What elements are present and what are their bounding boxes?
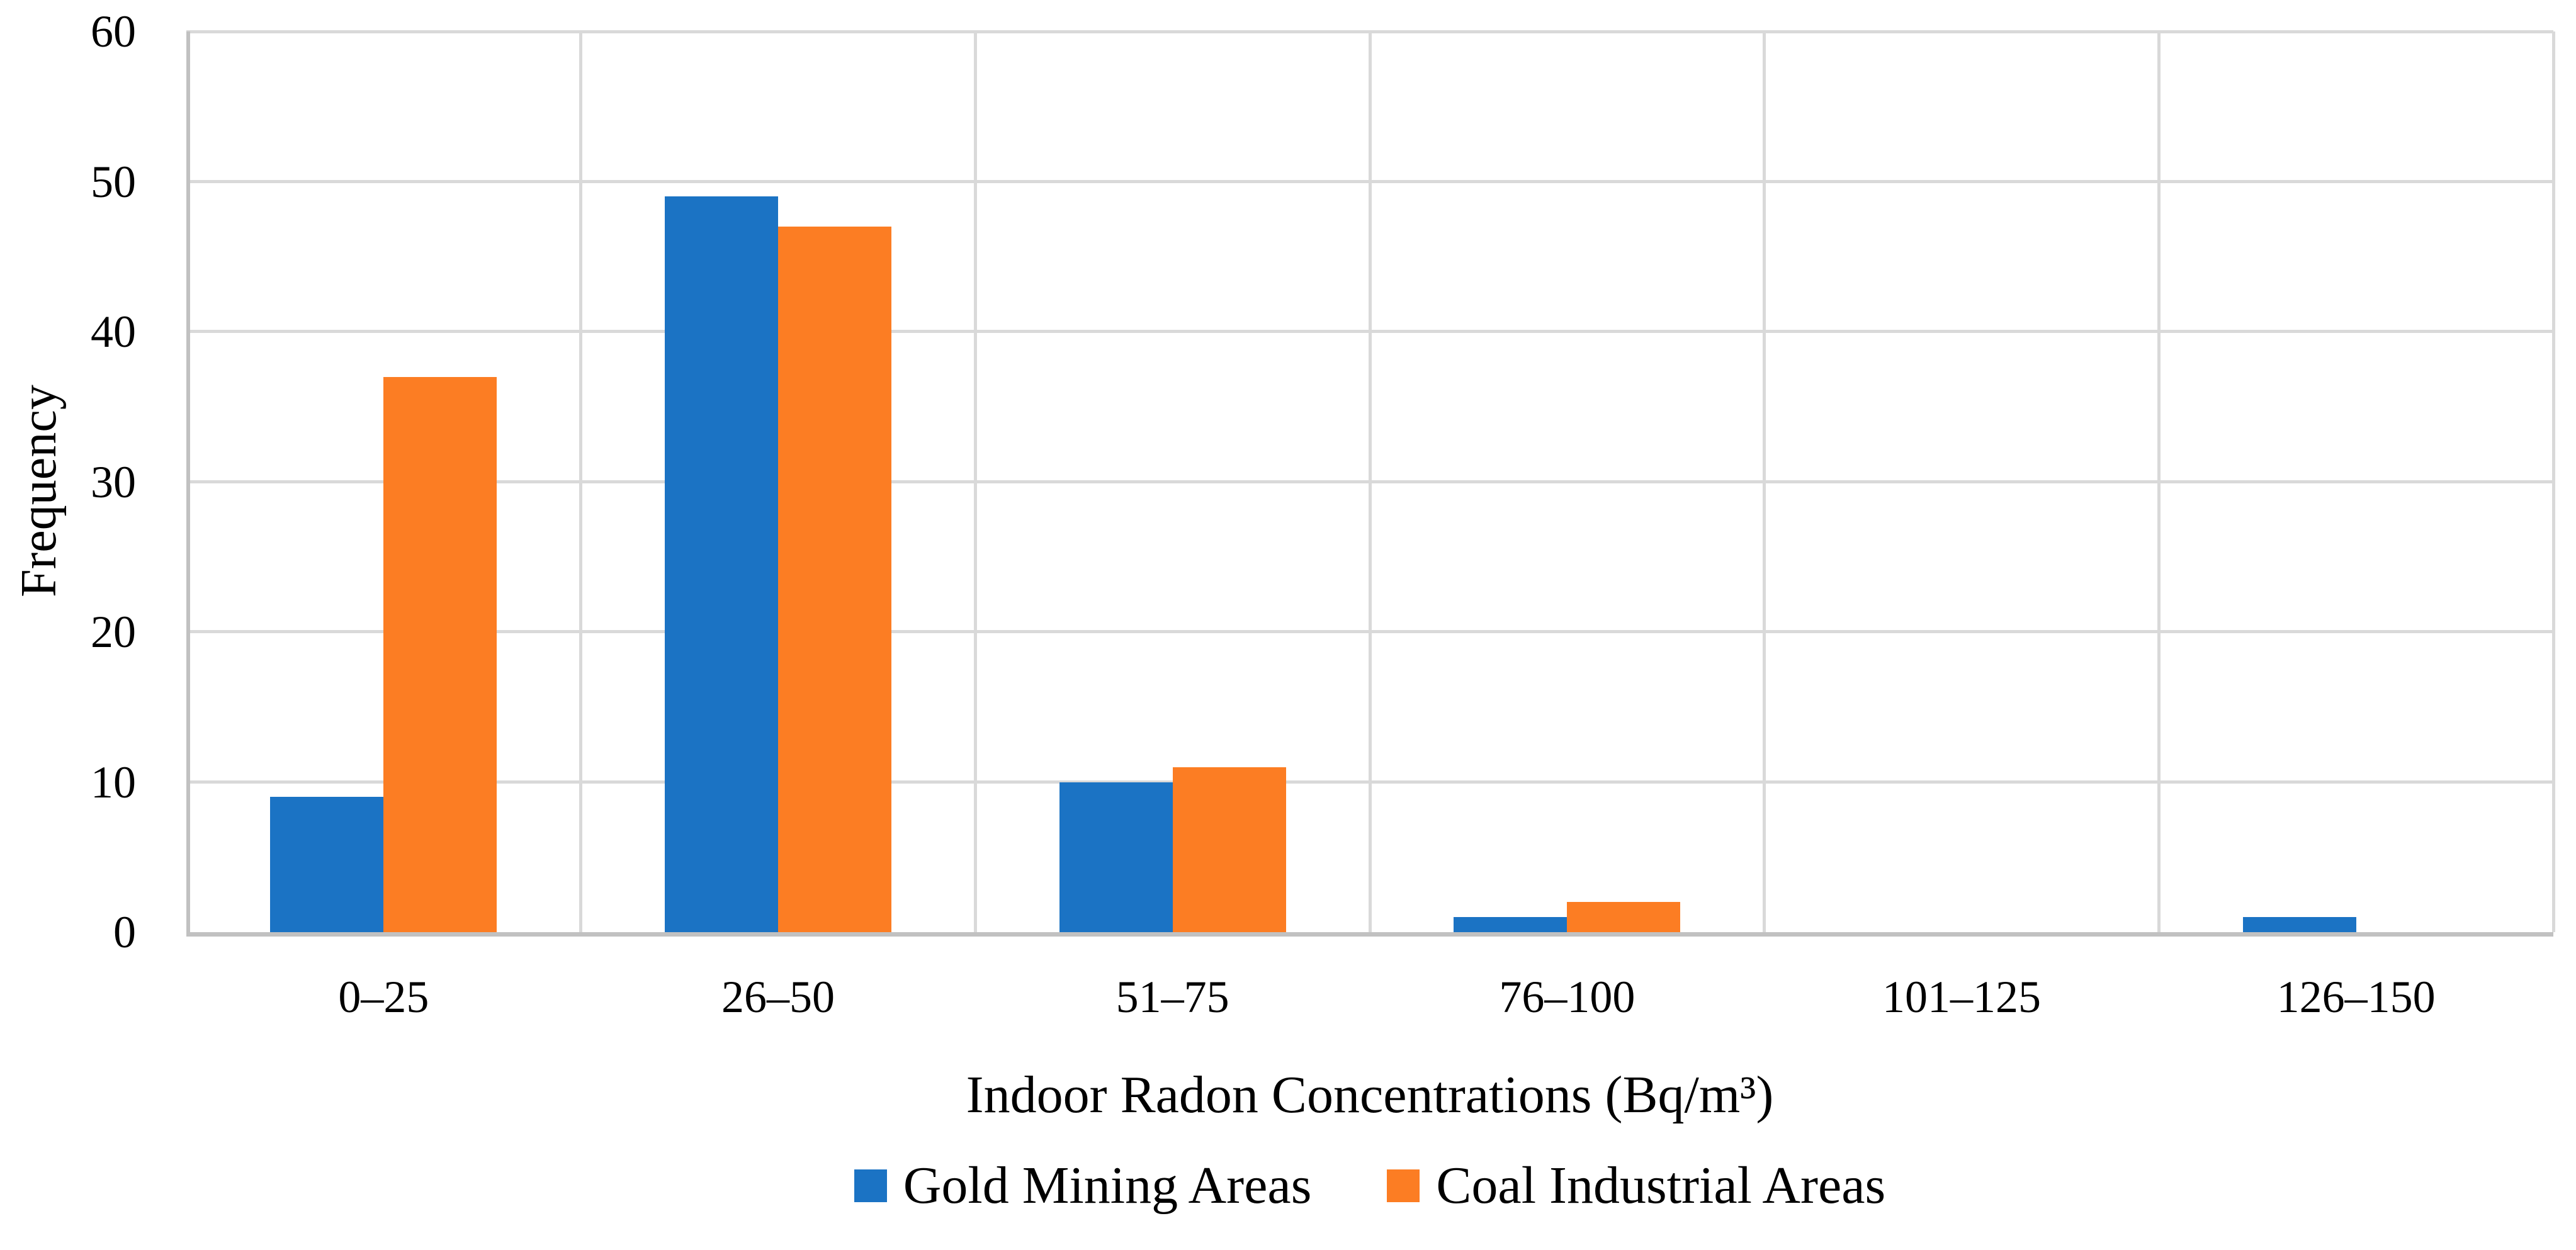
bar-series1-cat2 [1172, 767, 1286, 932]
y-tick-label-0: 0 [113, 907, 136, 957]
y-tick-label-30: 30 [91, 456, 136, 507]
legend-item-0: Gold Mining Areas [854, 1156, 1312, 1215]
x-tick-label: 126–150 [2276, 972, 2436, 1022]
x-tick-label: 51–75 [1116, 972, 1229, 1022]
legend: Gold Mining Areas Coal Industrial Areas [186, 1159, 2553, 1212]
legend-label: Coal Industrial Areas [1436, 1156, 1886, 1215]
legend-swatch-icon [854, 1169, 887, 1202]
gridline-vertical-2 [973, 31, 977, 932]
x-tick-label: 26–50 [721, 972, 835, 1022]
bar-group-1 [581, 31, 976, 932]
y-axis-tick-labels: 0 10 20 30 40 50 60 [0, 9, 136, 955]
plot-area [186, 30, 2555, 937]
y-tick-label-20: 20 [91, 607, 136, 657]
legend-item-1: Coal Industrial Areas [1387, 1159, 1885, 1212]
y-tick-label-40: 40 [91, 307, 136, 357]
bar-group-5 [2159, 31, 2553, 932]
y-tick-label-60: 60 [91, 6, 136, 57]
legend-swatch-icon [1387, 1169, 1420, 1202]
y-tick-label-50: 50 [91, 156, 136, 207]
bar-series0-cat1 [665, 196, 778, 932]
bar-group-2 [975, 31, 1370, 932]
gridline-vertical-5 [2157, 31, 2161, 932]
bar-series0-cat2 [1059, 782, 1173, 932]
gridline-vertical-4 [1763, 31, 1766, 932]
x-tick-label: 101–125 [1882, 972, 2041, 1022]
bar-series1-cat0 [383, 376, 497, 932]
bar-group-0 [186, 31, 581, 932]
x-tick-label: 0–25 [338, 972, 429, 1022]
gridline-vertical-1 [579, 31, 583, 932]
bar-group-3 [1370, 31, 1765, 932]
gridline-vertical-6 [2551, 31, 2555, 932]
x-axis-line [186, 932, 2553, 937]
x-tick-label: 76–100 [1499, 972, 1635, 1022]
bar-series1-cat3 [1567, 902, 1681, 932]
bar-series1-cat1 [777, 227, 891, 932]
bar-group-4 [1765, 31, 2159, 932]
y-axis-line [186, 31, 190, 937]
bar-series0-cat3 [1454, 917, 1568, 932]
bar-series0-cat5 [2242, 917, 2356, 932]
gridline-vertical-3 [1368, 31, 1372, 932]
x-axis-title: Indoor Radon Concentrations (Bq/m³) [966, 1066, 1774, 1124]
x-axis-tick-labels: 0–25 26–50 51–75 76–100 101–125 126–150 [186, 974, 2553, 1037]
y-tick-label-10: 10 [91, 757, 136, 808]
legend-label: Gold Mining Areas [903, 1156, 1312, 1215]
bar-series0-cat0 [270, 797, 384, 932]
